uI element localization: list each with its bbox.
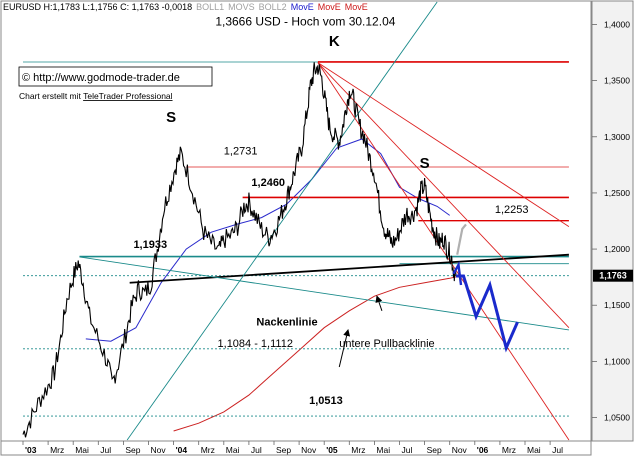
indicator-label: MovE <box>318 2 341 12</box>
annotation-label: S <box>166 109 176 126</box>
y-tick-label: 1,0500 <box>604 413 630 423</box>
x-tick-label: Jul <box>402 445 413 455</box>
indicator-label: MovE <box>291 2 314 12</box>
trend-line <box>129 253 569 284</box>
x-tick-label: Nov <box>452 445 468 455</box>
x-tick-label: Mrz <box>50 445 64 455</box>
x-tick-label: Jul <box>251 445 262 455</box>
annotation-label: 1,1933 <box>133 239 167 251</box>
x-tick-label: Jul <box>100 445 111 455</box>
x-tick-label: '03 <box>25 445 37 455</box>
projection <box>452 223 519 353</box>
annotation-label: 1,2253 <box>495 204 529 216</box>
x-tick-label: Mrz <box>201 445 215 455</box>
annotation-label: Nackenlinie <box>256 316 317 328</box>
created-tool-link[interactable]: TeleTrader Professional <box>83 91 173 101</box>
annotation-label: untere Pullbacklinie <box>339 338 434 350</box>
created-prefix: Chart erstellt mit <box>19 91 83 101</box>
last-price-label: 1,1763 <box>599 271 627 281</box>
x-tick-label: '05 <box>326 445 338 455</box>
annotation-label: 1,2731 <box>224 146 258 158</box>
annotation-label: 1,2460 <box>251 177 285 189</box>
x-tick-label: Nov <box>151 445 167 455</box>
indicator-label: BOLL2 <box>259 2 287 12</box>
indicator-label: MovE <box>345 2 368 12</box>
credits-box: © http://www.godmode-trader.de Chart ers… <box>18 66 213 101</box>
trend-line <box>317 62 570 441</box>
annotation-label: K <box>329 33 340 50</box>
x-tick-label: '06 <box>477 445 489 455</box>
x-tick-label: Jul <box>552 445 563 455</box>
symbol-header: EURUSD H:1,1783 L:1,1756 C: 1,1763 -0,00… <box>3 2 368 12</box>
x-tick-label: Nov <box>301 445 317 455</box>
x-tick-label: Mai <box>376 445 390 455</box>
x-tick-label: Mrz <box>502 445 516 455</box>
trend-lines <box>79 1 570 441</box>
indicator-label: BOLL1 <box>196 2 224 12</box>
y-tick-label: 1,3000 <box>604 132 630 142</box>
trend-line <box>317 62 570 329</box>
y-tick-label: 1,2500 <box>604 188 630 198</box>
trend-line <box>126 1 438 441</box>
level-lines <box>23 61 569 417</box>
trend-line <box>317 62 570 227</box>
projection-path <box>456 274 519 353</box>
symbol-line: EURUSD H:1,1783 L:1,1756 C: 1,1763 -0,00… <box>3 2 192 12</box>
y-axis-ticks: 1,0500 1,1000 1,1500 1,2000 1,2500 1,3000 1,35… <box>592 19 630 423</box>
indicator-label: MOVS <box>228 2 255 12</box>
annotation-label: S <box>420 155 430 172</box>
x-axis-ticks: '03 Mrz Mai Jul Sep Nov '04 Mrz Mai Jul Sep Nov '05 M… <box>22 441 563 455</box>
last-price-badge: 1,1763 <box>593 269 633 282</box>
x-tick-label: Mai <box>226 445 240 455</box>
x-tick-label: Mai <box>527 445 541 455</box>
y-tick-label: 1,1000 <box>604 356 630 366</box>
annotation-label: 1,1084 - 1,1112 <box>218 338 293 350</box>
annotations: 1,3666 USD - Hoch vom 30.12.04 K S S 1,2731 1… <box>133 15 528 407</box>
y-axis-panel <box>591 0 634 442</box>
copyright-text: © http://www.godmode-trader.de <box>22 72 180 84</box>
projection-hook <box>452 260 463 286</box>
annotation-arrows <box>338 295 383 368</box>
x-tick-label: Sep <box>276 445 291 455</box>
y-tick-label: 1,1500 <box>604 300 630 310</box>
annotation-arrow <box>375 295 383 312</box>
x-tick-label: Mai <box>75 445 89 455</box>
y-tick-label: 1,2000 <box>604 244 630 254</box>
mov-red-line <box>173 275 460 432</box>
annotation-label: 1,3666 USD - Hoch vom 30.12.04 <box>215 15 395 29</box>
y-tick-label: 1,4000 <box>604 19 630 29</box>
x-tick-label: Sep <box>427 445 442 455</box>
gray-projection-hook <box>456 223 467 255</box>
created-with-text: Chart erstellt mit TeleTrader Profession… <box>19 91 173 101</box>
x-tick-label: Mrz <box>351 445 365 455</box>
price-line <box>22 62 457 438</box>
y-tick-label: 1,3500 <box>604 76 630 86</box>
x-tick-label: Sep <box>125 445 140 455</box>
annotation-label: 1,0513 <box>309 395 343 407</box>
annotation-arrow <box>338 328 351 368</box>
x-tick-label: '04 <box>176 445 188 455</box>
price-series <box>22 62 457 438</box>
